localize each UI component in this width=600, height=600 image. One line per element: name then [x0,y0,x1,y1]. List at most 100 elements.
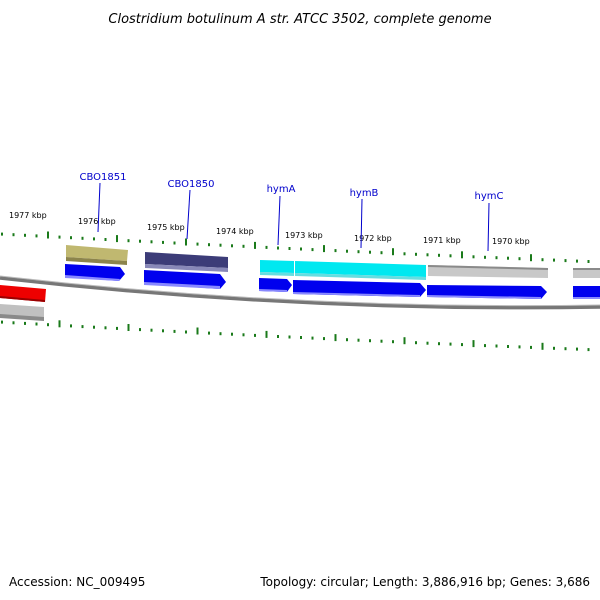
minor-tick [484,344,486,348]
minor-tick [484,255,486,259]
kbp-label: 1970 kbp [492,237,530,246]
gene-label-hymB[interactable]: hymB [350,188,379,199]
minor-tick [139,328,141,332]
minor-tick [231,244,233,248]
major-tick [116,235,118,243]
minor-tick [426,341,429,345]
minor-tick [162,240,164,244]
minor-tick [369,339,371,343]
major-tick [403,337,406,345]
minor-tick [518,345,521,349]
minor-tick [380,339,383,343]
minor-tick [438,342,440,346]
minor-tick [587,348,590,352]
minor-tick [185,330,187,334]
minor-tick [93,325,95,329]
minor-tick [70,236,72,240]
minor-tick [415,341,417,345]
minor-tick [104,238,107,241]
minor-tick [196,242,199,246]
minor-tick [346,338,348,342]
minor-tick [265,245,268,249]
major-tick [541,342,544,350]
cds-arrow-CBO1850[interactable] [144,270,226,289]
grey-gene-feature-right[interactable] [573,268,600,278]
minor-tick [495,344,498,348]
minor-tick [24,321,26,325]
minor-tick [24,233,26,237]
minor-tick [392,340,394,344]
major-tick [472,340,475,348]
minor-tick [150,328,153,332]
gene-hymC-bar[interactable] [428,265,548,278]
gene-label-CBO1851[interactable]: CBO1851 [80,172,127,183]
cds-arrow-hymA[interactable] [259,278,292,292]
cds-arrow-CBO1851[interactable] [65,264,125,281]
cds-arrow-hymB[interactable] [293,280,426,297]
minor-tick [564,347,567,351]
gene-label-hymA[interactable]: hymA [267,184,296,195]
gene-label-hymC[interactable]: hymC [475,191,504,202]
kbp-label: 1976 kbp [78,217,116,226]
grey-gene-feature-left-shade [0,314,44,321]
minor-tick [104,326,107,330]
minor-tick [173,329,176,333]
minor-tick [369,250,371,254]
topology-text: Topology: circular; Length: 3,886,916 bp… [259,575,590,589]
major-tick [323,245,325,253]
major-tick [530,254,532,262]
minor-tick [346,249,348,253]
red-gene-feature-shade [0,296,45,302]
minor-tick [58,235,61,239]
minor-tick [380,251,383,255]
inner-tick-row [1,320,590,352]
minor-tick [231,332,233,336]
minor-tick [472,255,475,259]
minor-tick [415,252,417,256]
minor-tick [219,243,222,247]
major-tick [254,241,256,249]
minor-tick [357,338,360,342]
minor-tick [426,253,429,257]
minor-tick [518,257,521,261]
outer-tick-row [1,231,590,263]
minor-tick [208,243,210,247]
minor-tick [242,244,245,248]
minor-tick [438,253,440,257]
major-tick [47,231,49,239]
cds-arrow-hymC[interactable] [427,285,547,299]
minor-tick [495,256,498,260]
gene-label-CBO1850[interactable]: CBO1850 [168,179,215,190]
minor-tick [81,236,84,240]
minor-tick [449,342,452,346]
minor-tick [47,323,49,327]
minor-tick [93,237,95,241]
minor-tick [1,232,3,236]
minor-tick [277,335,279,338]
gene-hymA-bar[interactable] [260,260,294,276]
minor-tick [564,259,567,263]
kbp-label: 1975 kbp [147,223,185,232]
minor-tick [507,345,509,348]
gene-leader-line [277,195,281,246]
minor-tick [311,336,314,340]
gene-hymB-bar[interactable] [295,261,426,280]
gene-leader-line [487,202,490,252]
minor-tick [35,234,38,238]
minor-tick [12,233,15,237]
kbp-label: 1977 kbp [9,211,47,220]
major-tick [58,320,61,328]
genome-backbone-highlight [0,275,600,307]
minor-tick [81,325,84,329]
minor-tick [12,321,15,325]
minor-tick [323,337,325,341]
minor-tick [173,241,176,245]
kbp-label: 1973 kbp [285,231,323,240]
gene-CBO1850-bar[interactable] [145,252,228,272]
gene-CBO1851-bar[interactable] [66,245,128,265]
major-tick [185,238,187,246]
major-tick [127,324,130,331]
cds-arrow-right-edge[interactable] [573,286,600,299]
minor-tick [35,322,38,326]
